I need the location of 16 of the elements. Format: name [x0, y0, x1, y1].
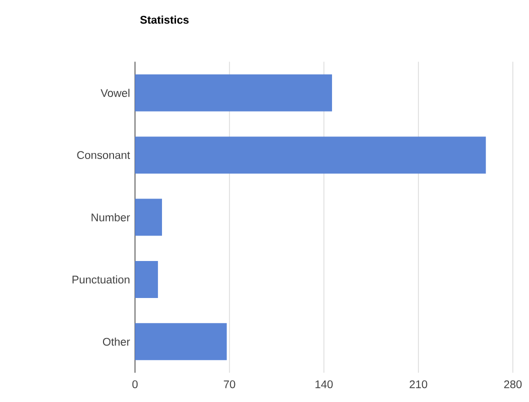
x-tick-label: 280: [504, 380, 522, 388]
x-tick-label: 210: [410, 380, 428, 388]
x-tick-label: 140: [316, 380, 333, 388]
x-tick-label: 0: [132, 380, 138, 388]
bar: [135, 136, 486, 174]
bar: [135, 198, 162, 236]
y-tick-label: Punctuation: [72, 275, 130, 284]
x-tick-label: 70: [224, 380, 236, 388]
bar: [135, 74, 332, 112]
y-tick-label: Consonant: [77, 151, 130, 160]
y-tick-label: Vowel: [100, 88, 130, 98]
bar: [135, 323, 227, 360]
bar: [135, 261, 158, 298]
y-tick-label: Other: [102, 338, 130, 346]
chart-title: Statistics: [140, 16, 189, 24]
y-tick-label: Number: [92, 213, 130, 222]
